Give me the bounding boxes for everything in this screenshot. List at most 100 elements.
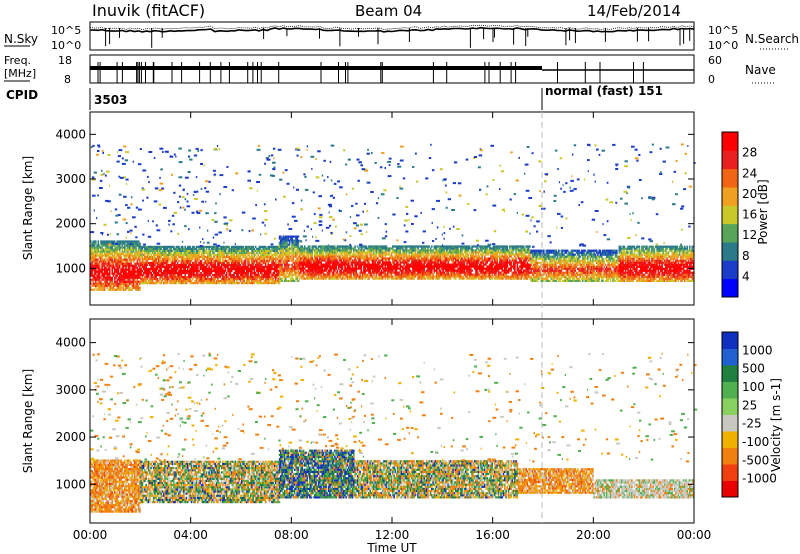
heat-cell	[136, 260, 139, 263]
heat-cell	[110, 276, 112, 279]
heat-cell	[253, 261, 256, 265]
heat-cell	[166, 261, 169, 265]
heat-cell	[93, 244, 96, 247]
heat-cell	[129, 286, 131, 289]
heat-cell	[108, 284, 111, 287]
heat-cell	[100, 286, 102, 289]
heat-cell	[98, 288, 101, 291]
heat-cell	[145, 280, 147, 283]
heat-cell	[113, 268, 116, 271]
heat-cell	[122, 266, 125, 269]
heat-cell	[111, 282, 113, 285]
heat-cell	[381, 277, 384, 280]
heat-cell	[312, 247, 315, 250]
heat-cell	[131, 252, 134, 255]
heat-cell	[239, 280, 242, 283]
heat-cell	[381, 259, 384, 262]
heat-cell	[288, 263, 291, 266]
heat-cell	[98, 274, 101, 277]
heat-cell	[252, 257, 254, 261]
heat-cell	[214, 261, 217, 265]
power-heatmap	[90, 143, 696, 291]
heat-cell	[286, 245, 288, 248]
heat-cell	[117, 252, 120, 255]
heat-cell	[112, 282, 115, 285]
heat-cell	[414, 271, 417, 274]
heat-cell	[115, 264, 117, 267]
heat-cell	[256, 278, 258, 281]
heat-cell	[115, 258, 117, 261]
heat-cell	[110, 250, 112, 253]
heat-cell	[269, 271, 272, 275]
heat-cell	[110, 280, 112, 283]
heat-cell	[105, 268, 107, 271]
heat-cell	[97, 276, 100, 279]
heat-cell	[105, 284, 107, 287]
heat-cell	[171, 249, 174, 252]
heat-cell	[254, 253, 257, 256]
heat-cell	[180, 274, 183, 277]
heat-cell	[112, 264, 115, 267]
heat-cell	[106, 258, 108, 261]
heat-cell	[92, 254, 95, 257]
heat-cell	[399, 263, 402, 266]
heat-cell	[127, 260, 130, 263]
heat-cell	[276, 253, 278, 256]
heat-cell	[98, 286, 101, 289]
heat-cell	[427, 255, 429, 258]
heat-cell	[102, 248, 105, 251]
heat-cell	[141, 255, 144, 259]
heat-cell	[384, 255, 387, 258]
heat-cell	[461, 257, 463, 260]
heat-cell	[341, 253, 344, 256]
heat-cell	[210, 276, 213, 279]
heat-cell	[108, 280, 111, 283]
heat-cell	[303, 245, 306, 248]
heat-cell	[102, 242, 105, 245]
heat-cell	[92, 246, 95, 249]
heat-cell	[261, 263, 263, 267]
heat-cell	[385, 251, 388, 254]
heat-cell	[95, 264, 97, 267]
heat-cell	[348, 261, 350, 264]
heat-cell	[296, 277, 298, 280]
heat-cell	[412, 251, 414, 254]
heat-cell	[103, 266, 106, 269]
heat-cell	[111, 276, 113, 279]
heat-cell	[210, 271, 213, 275]
heat-cell	[441, 257, 443, 260]
heat-cell	[370, 273, 373, 276]
nsky-spikes	[105, 28, 691, 48]
heat-cell	[281, 279, 283, 282]
heat-cell	[101, 274, 103, 277]
heat-cell	[96, 266, 98, 269]
heat-cell	[117, 244, 120, 247]
heat-cell	[373, 273, 375, 276]
heat-cell	[91, 248, 93, 251]
heat-cell	[288, 241, 291, 244]
heat-cell	[95, 266, 97, 269]
heat-cell	[113, 282, 116, 285]
heat-cell	[193, 271, 195, 275]
heat-cell	[268, 259, 271, 263]
heat-cell	[93, 256, 96, 259]
heat-cell	[207, 276, 209, 279]
heat-cell	[402, 277, 404, 280]
nave-bottom-tick: 0	[708, 73, 715, 86]
heat-cell	[251, 274, 253, 277]
heat-cell	[360, 269, 363, 272]
heat-cell	[166, 280, 169, 283]
heat-cell	[278, 275, 281, 278]
heat-cell	[118, 286, 121, 289]
heat-cell	[281, 265, 283, 268]
heat-cell	[92, 282, 95, 285]
heat-cell	[197, 259, 199, 263]
heat-cell	[95, 286, 97, 289]
heat-cell	[101, 278, 103, 281]
heat-cell	[93, 272, 96, 275]
station-title: Inuvik (fitACF)	[92, 1, 205, 20]
heat-cell	[188, 265, 190, 269]
heat-cell	[107, 250, 110, 253]
heat-cell	[125, 256, 127, 259]
heat-cell	[115, 274, 117, 277]
